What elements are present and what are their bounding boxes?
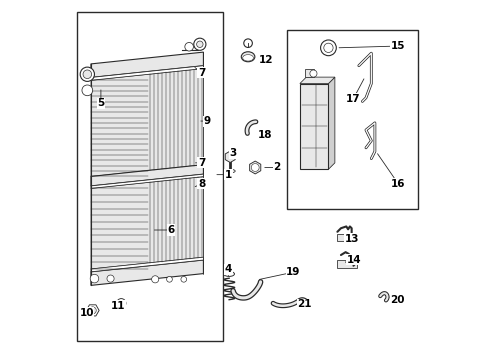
Text: 7: 7 xyxy=(198,68,205,78)
Text: 12: 12 xyxy=(258,55,273,65)
Text: 1: 1 xyxy=(224,170,232,180)
Circle shape xyxy=(90,274,99,283)
Circle shape xyxy=(80,67,94,81)
Polygon shape xyxy=(225,151,235,162)
Text: 11: 11 xyxy=(111,301,125,311)
Polygon shape xyxy=(299,77,334,84)
Bar xyxy=(287,30,417,208)
Circle shape xyxy=(196,41,203,48)
Text: 18: 18 xyxy=(258,130,272,140)
Text: 19: 19 xyxy=(285,267,300,277)
Text: 9: 9 xyxy=(203,116,210,126)
Circle shape xyxy=(251,163,259,171)
Text: 17: 17 xyxy=(346,94,360,104)
Polygon shape xyxy=(91,52,203,77)
Circle shape xyxy=(181,276,186,282)
Ellipse shape xyxy=(241,52,254,62)
Bar xyxy=(299,84,328,169)
Text: 14: 14 xyxy=(346,255,361,265)
Text: 2: 2 xyxy=(272,162,280,172)
Polygon shape xyxy=(91,66,203,80)
Ellipse shape xyxy=(242,55,253,61)
Polygon shape xyxy=(91,174,203,188)
Circle shape xyxy=(82,85,93,96)
Text: 3: 3 xyxy=(229,148,236,158)
Polygon shape xyxy=(86,305,99,316)
Circle shape xyxy=(184,42,193,51)
Circle shape xyxy=(89,307,96,314)
Text: 13: 13 xyxy=(344,234,358,244)
Ellipse shape xyxy=(225,169,235,173)
Polygon shape xyxy=(91,68,203,176)
Bar xyxy=(77,12,223,341)
Circle shape xyxy=(151,276,159,283)
Circle shape xyxy=(309,70,316,77)
Polygon shape xyxy=(249,161,260,174)
Text: 20: 20 xyxy=(389,296,404,305)
Circle shape xyxy=(107,275,114,282)
Text: 10: 10 xyxy=(79,308,94,318)
Text: 16: 16 xyxy=(390,179,405,189)
Bar xyxy=(337,260,356,267)
Text: 15: 15 xyxy=(390,41,405,51)
Text: 8: 8 xyxy=(198,179,205,189)
Text: 5: 5 xyxy=(97,98,104,108)
Polygon shape xyxy=(91,257,203,272)
Circle shape xyxy=(166,276,172,282)
Text: 6: 6 xyxy=(167,225,175,235)
Polygon shape xyxy=(91,177,203,269)
Bar xyxy=(337,234,353,241)
Text: 7: 7 xyxy=(198,158,205,168)
Polygon shape xyxy=(91,260,203,285)
Circle shape xyxy=(193,38,205,50)
Polygon shape xyxy=(328,77,334,169)
Circle shape xyxy=(83,70,91,78)
Text: 4: 4 xyxy=(224,264,232,274)
Text: 21: 21 xyxy=(297,299,311,309)
Polygon shape xyxy=(91,165,203,186)
Ellipse shape xyxy=(224,271,234,276)
Bar xyxy=(305,69,313,77)
